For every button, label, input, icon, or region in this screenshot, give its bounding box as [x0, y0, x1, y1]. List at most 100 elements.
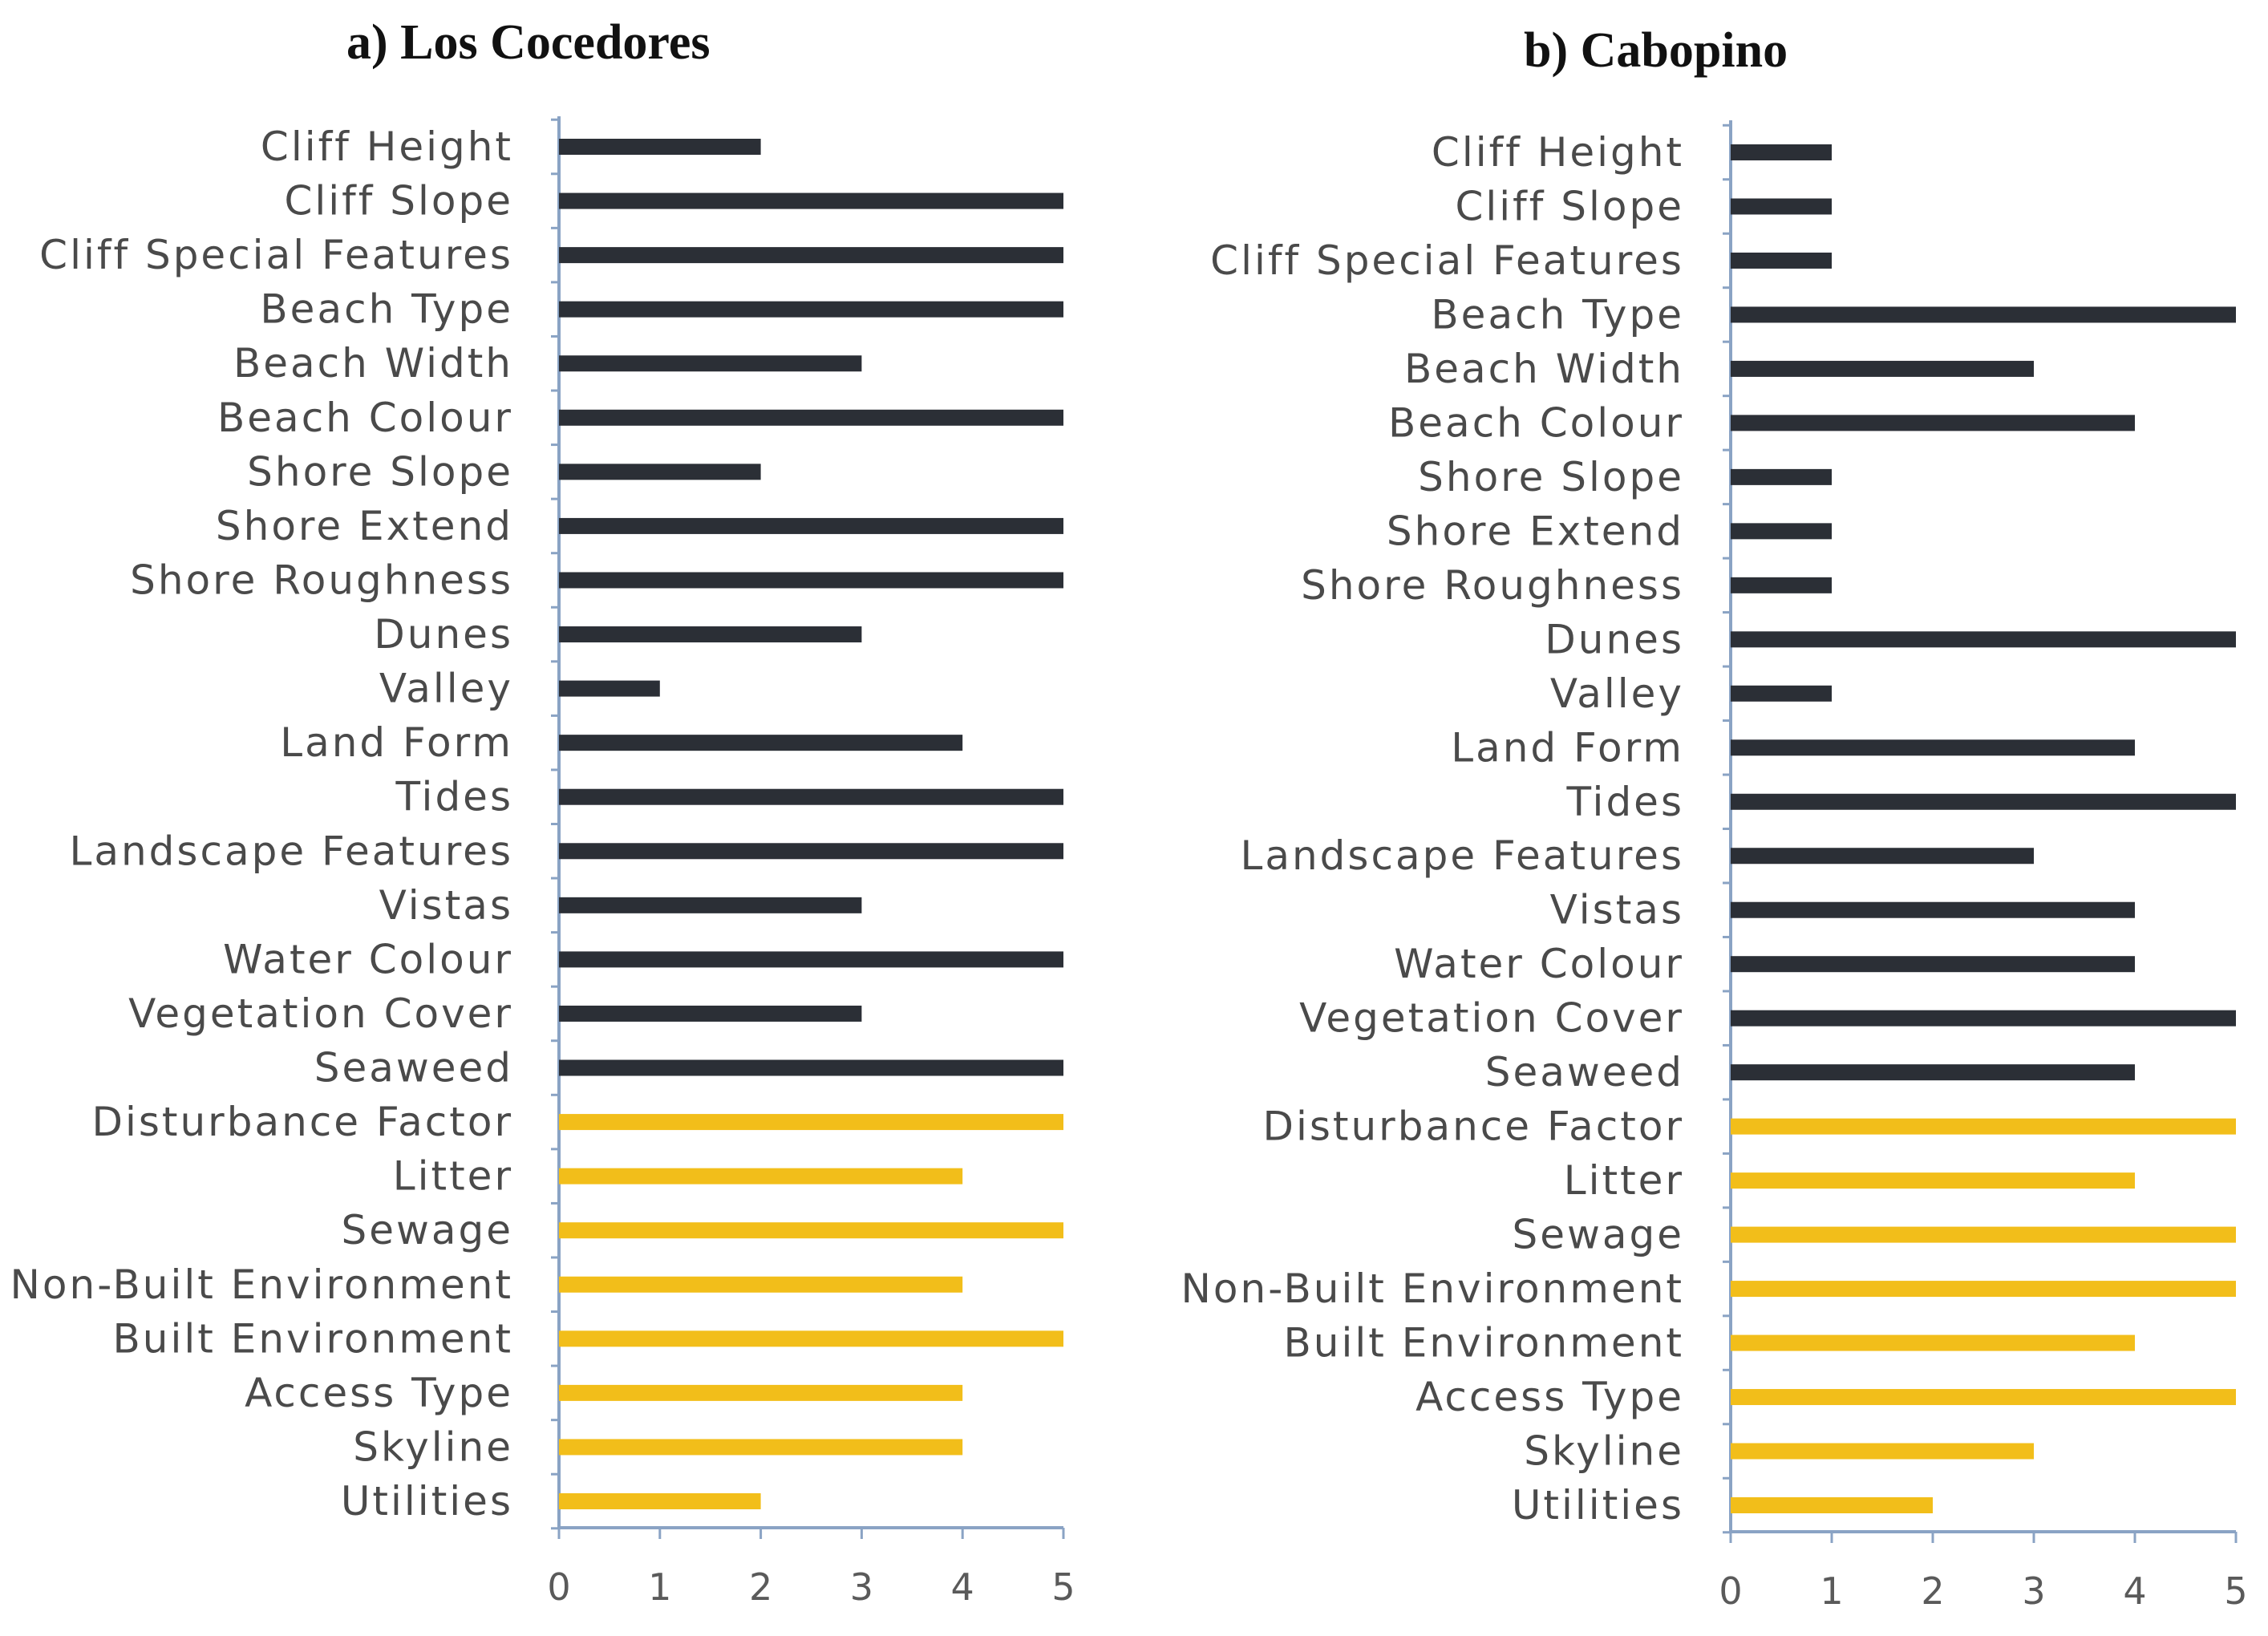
- a-x-tick-label: 0: [547, 1565, 570, 1609]
- a-category-label: Shore Roughness: [130, 557, 513, 603]
- a-x-tick-label: 4: [951, 1565, 974, 1609]
- b-bar: [1731, 739, 2135, 756]
- a-bar: [559, 247, 1063, 264]
- a-bar: [559, 951, 1063, 968]
- b-bar: [1731, 1226, 2236, 1243]
- a-category-label: Shore Slope: [247, 448, 513, 495]
- a-category-label: Landscape Features: [70, 828, 514, 874]
- a-bar: [559, 1114, 1063, 1131]
- b-category-label: Water Colour: [1394, 941, 1684, 987]
- b-x-tick-label: 2: [1921, 1569, 1944, 1613]
- a-bar: [559, 139, 761, 155]
- a-category-label: Cliff Height: [261, 124, 513, 170]
- b-bar: [1731, 523, 1832, 540]
- a-bar: [559, 1059, 1063, 1076]
- b-category-label: Vegetation Cover: [1299, 995, 1684, 1042]
- b-category-label: Land Form: [1451, 724, 1684, 771]
- a-category-label: Beach Type: [260, 286, 513, 333]
- b-bar: [1731, 685, 1832, 702]
- a-bar: [559, 192, 1063, 209]
- a-category-label: Skyline: [353, 1423, 513, 1470]
- b-category-label: Beach Colour: [1388, 399, 1684, 446]
- b-category-label: Valley: [1550, 670, 1684, 717]
- a-bar: [559, 1005, 862, 1022]
- a-category-label: Beach Colour: [217, 395, 513, 441]
- a-bar: [559, 517, 1063, 534]
- a-bar: [559, 788, 1063, 805]
- a-category-label: Built Environment: [112, 1315, 513, 1362]
- a-category-label: Valley: [379, 666, 513, 712]
- chart-a-title: a) Los Cocedores: [346, 15, 711, 70]
- a-category-label: Tides: [395, 774, 513, 820]
- b-category-label: Shore Roughness: [1301, 562, 1684, 609]
- b-bar: [1731, 1334, 2135, 1351]
- b-bar: [1731, 1010, 2236, 1027]
- a-bar: [559, 1330, 1063, 1347]
- a-category-label: Litter: [393, 1153, 513, 1200]
- b-category-label: Beach Width: [1404, 346, 1684, 392]
- a-category-label: Disturbance Factor: [91, 1099, 513, 1145]
- b-category-label: Dunes: [1545, 616, 1684, 662]
- a-bar: [559, 301, 1063, 318]
- b-x-tick-label: 5: [2224, 1569, 2247, 1613]
- a-category-label: Seaweed: [314, 1045, 513, 1091]
- a-bar: [559, 1493, 761, 1509]
- b-bar: [1731, 306, 2236, 323]
- b-bar: [1731, 1443, 2034, 1460]
- b-bar: [1731, 144, 1832, 160]
- b-bar: [1731, 1172, 2135, 1189]
- b-x-tick-label: 1: [1820, 1569, 1843, 1613]
- b-bar: [1731, 252, 1832, 269]
- a-bar: [559, 626, 862, 643]
- b-category-label: Vistas: [1550, 887, 1684, 933]
- a-category-label: Cliff Special Features: [39, 232, 513, 278]
- b-category-label: Seaweed: [1485, 1049, 1684, 1095]
- b-category-label: Sewage: [1512, 1212, 1684, 1258]
- b-bar: [1731, 1497, 1933, 1513]
- b-bar: [1731, 631, 2236, 648]
- a-category-label: Sewage: [341, 1207, 513, 1253]
- a-bar: [559, 1168, 963, 1184]
- a-x-tick-label: 1: [648, 1565, 671, 1609]
- a-bar: [559, 897, 862, 913]
- b-x-tick-label: 4: [2123, 1569, 2146, 1613]
- a-category-label: Shore Extend: [216, 503, 513, 549]
- a-x-tick-label: 2: [749, 1565, 772, 1609]
- b-category-label: Access Type: [1415, 1374, 1684, 1420]
- a-category-label: Vegetation Cover: [128, 990, 513, 1037]
- a-category-label: Beach Width: [233, 340, 513, 387]
- a-category-label: Cliff Slope: [284, 178, 513, 225]
- a-bar: [559, 1384, 963, 1401]
- b-category-label: Tides: [1566, 779, 1684, 825]
- a-bar: [559, 680, 660, 697]
- a-category-label: Non-Built Environment: [10, 1261, 513, 1308]
- b-bar: [1731, 848, 2034, 865]
- a-category-label: Access Type: [245, 1370, 513, 1416]
- a-category-label: Dunes: [374, 611, 513, 658]
- a-x-tick-label: 3: [850, 1565, 873, 1609]
- b-bar: [1731, 360, 2034, 377]
- b-category-label: Disturbance Factor: [1262, 1103, 1684, 1150]
- b-bar: [1731, 198, 1832, 215]
- a-bar: [559, 1222, 1063, 1239]
- b-x-tick-label: 3: [2022, 1569, 2045, 1613]
- b-bar: [1731, 1118, 2236, 1135]
- b-bar: [1731, 577, 1832, 593]
- a-category-label: Water Colour: [223, 936, 513, 982]
- b-bar: [1731, 901, 2135, 918]
- b-category-label: Built Environment: [1283, 1320, 1684, 1367]
- a-x-tick-label: 5: [1051, 1565, 1075, 1609]
- b-category-label: Shore Slope: [1418, 454, 1684, 500]
- a-bar: [559, 1276, 963, 1293]
- b-category-label: Non-Built Environment: [1181, 1265, 1684, 1312]
- b-bar: [1731, 1389, 2236, 1406]
- b-category-label: Cliff Slope: [1455, 183, 1684, 229]
- a-bar: [559, 1439, 963, 1456]
- b-category-label: Landscape Features: [1241, 832, 1685, 879]
- b-x-tick-label: 0: [1719, 1569, 1742, 1613]
- a-bar: [559, 843, 1063, 860]
- a-bar: [559, 355, 862, 372]
- a-bar: [559, 464, 761, 480]
- b-category-label: Beach Type: [1431, 291, 1684, 338]
